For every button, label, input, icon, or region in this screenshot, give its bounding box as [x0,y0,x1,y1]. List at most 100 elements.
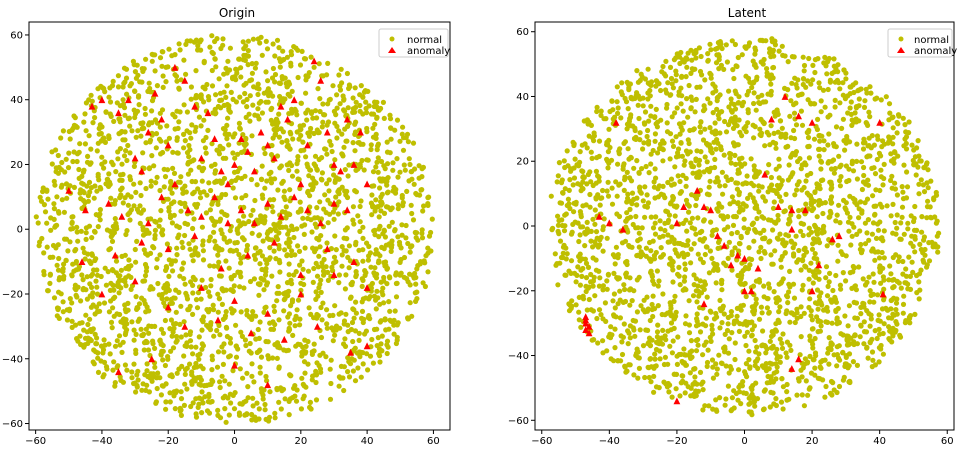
normal-point [322,192,327,197]
normal-point [378,178,383,183]
normal-point [121,380,126,385]
normal-point [116,84,121,89]
normal-point [193,68,198,73]
normal-point [149,120,154,125]
normal-point [756,189,761,194]
normal-point [361,361,366,366]
normal-point [837,320,842,325]
normal-point [259,267,264,272]
normal-point [309,229,314,234]
normal-point [338,101,343,106]
normal-point [702,236,707,241]
normal-point [335,106,340,111]
normal-point [369,184,374,189]
normal-point [694,316,699,321]
normal-point [870,358,875,363]
normal-point [127,174,132,179]
normal-point [702,287,707,292]
normal-point [225,102,230,107]
normal-point [277,94,282,99]
normal-point [194,39,199,44]
normal-point [183,72,188,77]
normal-point [735,230,740,235]
normal-point [910,260,915,265]
normal-point [747,366,752,371]
normal-point [160,383,165,388]
normal-point [84,100,89,105]
normal-point [726,89,731,94]
normal-point [97,132,102,137]
normal-point [901,163,906,168]
normal-point [345,225,350,230]
normal-point [749,156,754,161]
normal-point [421,280,426,285]
normal-point [829,379,834,384]
normal-point [744,294,749,299]
normal-point [332,157,337,162]
normal-point [644,246,649,251]
normal-point [769,175,774,180]
normal-point [738,401,743,406]
normal-point [765,305,770,310]
normal-point [795,159,800,164]
normal-point [270,209,275,214]
normal-point [287,321,292,326]
normal-point [385,140,390,145]
normal-point [772,289,777,294]
normal-point [247,119,252,124]
normal-point [773,396,778,401]
normal-point [255,92,260,97]
normal-point [121,340,126,345]
normal-point [268,255,273,260]
normal-point [307,305,312,310]
normal-point [549,194,554,199]
normal-point [189,344,194,349]
normal-point [869,248,874,253]
normal-point [847,303,852,308]
x-tick-label: −20 [158,436,179,447]
normal-point [235,231,240,236]
normal-point [134,372,139,377]
normal-point [606,138,611,143]
normal-point [690,216,695,221]
normal-point [627,275,632,280]
normal-point [726,122,731,127]
normal-point [402,275,407,280]
normal-point [597,307,602,312]
normal-point [91,302,96,307]
normal-point [163,174,168,179]
normal-point [134,294,139,299]
normal-point [628,215,633,220]
normal-point [286,168,291,173]
normal-point [368,147,373,152]
normal-point [149,153,154,158]
normal-point [670,114,675,119]
normal-point [600,227,605,232]
normal-point [154,399,159,404]
normal-point [173,288,178,293]
normal-point [144,327,149,332]
normal-point [185,150,190,155]
normal-point [421,203,426,208]
normal-point [726,351,731,356]
normal-point [124,327,129,332]
normal-point [690,164,695,169]
normal-point [677,179,682,184]
normal-point [810,241,815,246]
normal-point [201,248,206,253]
normal-point [400,195,405,200]
normal-point [376,155,381,160]
normal-point [199,397,204,402]
normal-point [736,367,741,372]
normal-point [199,410,204,415]
normal-point [624,219,629,224]
normal-point [926,185,931,190]
normal-point [183,372,188,377]
normal-point [339,310,344,315]
normal-point [328,367,333,372]
normal-point [136,377,141,382]
normal-point [223,95,228,100]
normal-point [224,132,229,137]
normal-point [199,37,204,42]
normal-point [266,86,271,91]
